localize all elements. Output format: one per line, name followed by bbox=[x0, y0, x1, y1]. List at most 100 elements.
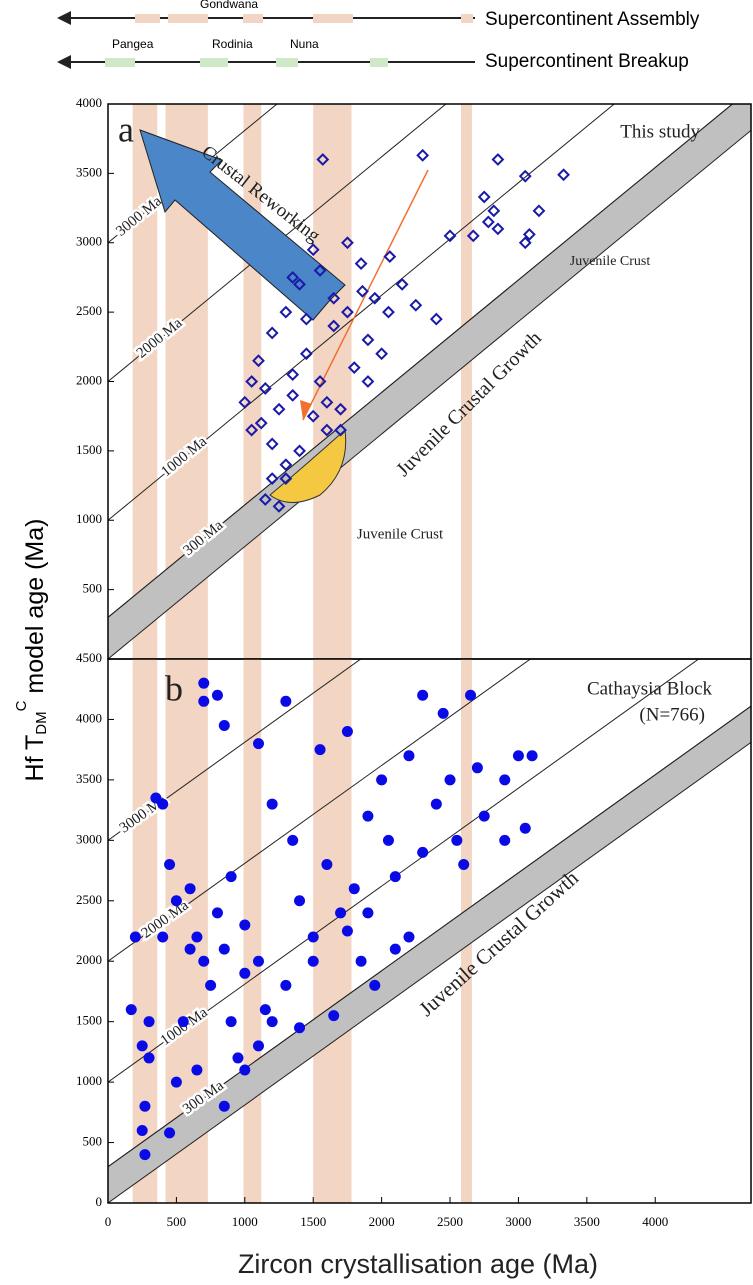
y-label-sub: DM bbox=[33, 711, 50, 734]
data-point bbox=[280, 979, 292, 991]
data-point bbox=[334, 402, 347, 416]
assembly-bars bbox=[135, 14, 473, 23]
data-point bbox=[409, 298, 423, 312]
data-point bbox=[218, 719, 230, 731]
yellow-crust bbox=[269, 428, 347, 503]
data-point bbox=[252, 1040, 264, 1052]
data-point bbox=[272, 402, 286, 416]
period-band bbox=[132, 659, 158, 1203]
data-point bbox=[314, 744, 326, 756]
data-point bbox=[191, 931, 203, 943]
period-band bbox=[460, 104, 472, 659]
x-tick-label: 2000 bbox=[369, 1214, 395, 1229]
data-point bbox=[341, 305, 354, 319]
period-label: Nuna bbox=[290, 37, 319, 51]
data-point bbox=[279, 305, 293, 319]
data-point bbox=[487, 204, 501, 218]
data-point bbox=[198, 677, 210, 689]
data-point bbox=[361, 375, 375, 388]
data-point bbox=[125, 1004, 137, 1016]
data-point bbox=[491, 222, 505, 236]
x-axis-label: Zircon crystallisation age (Ma) bbox=[238, 1249, 598, 1279]
data-point bbox=[184, 943, 196, 955]
data-point bbox=[383, 250, 397, 264]
data-point bbox=[465, 689, 477, 701]
data-point bbox=[170, 1076, 182, 1088]
y-tick-label: 500 bbox=[83, 1134, 103, 1149]
data-point bbox=[205, 979, 217, 991]
data-point bbox=[306, 243, 320, 257]
data-point bbox=[518, 169, 532, 183]
data-point bbox=[444, 774, 456, 786]
period-band bbox=[132, 104, 158, 659]
data-point bbox=[347, 361, 361, 375]
y-label-part: Hf T bbox=[21, 735, 49, 782]
y-tick-label: 0 bbox=[96, 1194, 103, 1209]
data-point bbox=[136, 1124, 148, 1136]
data-point bbox=[362, 907, 374, 919]
data-point bbox=[471, 762, 483, 774]
data-point bbox=[341, 726, 353, 738]
data-point bbox=[265, 437, 279, 451]
data-point bbox=[320, 423, 334, 437]
evolution-line bbox=[108, 659, 532, 962]
data-point bbox=[170, 895, 182, 907]
row-label: Supercontinent Breakup bbox=[485, 51, 689, 72]
data-point bbox=[335, 907, 347, 919]
data-point bbox=[313, 375, 327, 388]
x-tick-label: 3000 bbox=[505, 1214, 531, 1229]
y-tick-label: 3000 bbox=[76, 234, 102, 249]
annotation: Cathaysia Block bbox=[587, 678, 713, 699]
data-point bbox=[198, 955, 210, 967]
data-point bbox=[266, 1016, 278, 1028]
y-tick-label: 2000 bbox=[76, 952, 102, 967]
y-label-part: model age (Ma) bbox=[21, 519, 49, 701]
data-point bbox=[184, 883, 196, 895]
data-point bbox=[211, 689, 223, 701]
data-point bbox=[499, 774, 511, 786]
evolution-line bbox=[108, 104, 734, 618]
y-tick-label: 3000 bbox=[76, 831, 102, 846]
data-point bbox=[417, 689, 429, 701]
data-point bbox=[481, 215, 495, 229]
annotation: Juvenile Crust bbox=[357, 526, 444, 542]
data-point bbox=[519, 822, 531, 834]
data-point bbox=[382, 834, 394, 846]
y-axis-label: Hf TDMC model age (Ma) bbox=[13, 519, 50, 782]
x-tick-label: 3500 bbox=[574, 1214, 600, 1229]
y-tick-label: 1000 bbox=[76, 511, 102, 526]
y-tick-label: 2500 bbox=[76, 303, 102, 318]
y-tick-label: 1000 bbox=[76, 1073, 102, 1088]
y-tick-label: 3500 bbox=[76, 164, 102, 179]
data-point bbox=[225, 871, 237, 883]
data-point bbox=[293, 277, 306, 291]
y-label-sup: C bbox=[13, 700, 30, 711]
data-point bbox=[477, 190, 491, 204]
breakup-bars bbox=[105, 58, 388, 67]
evolution-line bbox=[108, 659, 362, 841]
data-point bbox=[225, 1016, 237, 1028]
x-tick-label: 1000 bbox=[232, 1214, 258, 1229]
data-point bbox=[389, 871, 401, 883]
y-tick-label: 3500 bbox=[76, 771, 102, 786]
data-point bbox=[429, 312, 443, 326]
data-point bbox=[265, 472, 279, 486]
period-label: Gondwana bbox=[200, 0, 258, 11]
juvenile-band bbox=[108, 104, 751, 659]
data-point bbox=[416, 148, 430, 162]
data-point bbox=[512, 750, 524, 762]
data-point bbox=[362, 810, 374, 822]
data-point bbox=[287, 834, 299, 846]
data-point bbox=[232, 1052, 244, 1064]
x-tick-label: 2500 bbox=[437, 1214, 463, 1229]
data-point bbox=[239, 1064, 251, 1076]
data-point bbox=[238, 395, 252, 409]
x-tick-label: 0 bbox=[105, 1214, 112, 1229]
data-point bbox=[245, 423, 259, 437]
data-point bbox=[177, 1016, 189, 1028]
data-point bbox=[164, 1127, 176, 1139]
data-point bbox=[443, 229, 457, 243]
y-tick-label: 4000 bbox=[76, 95, 102, 110]
